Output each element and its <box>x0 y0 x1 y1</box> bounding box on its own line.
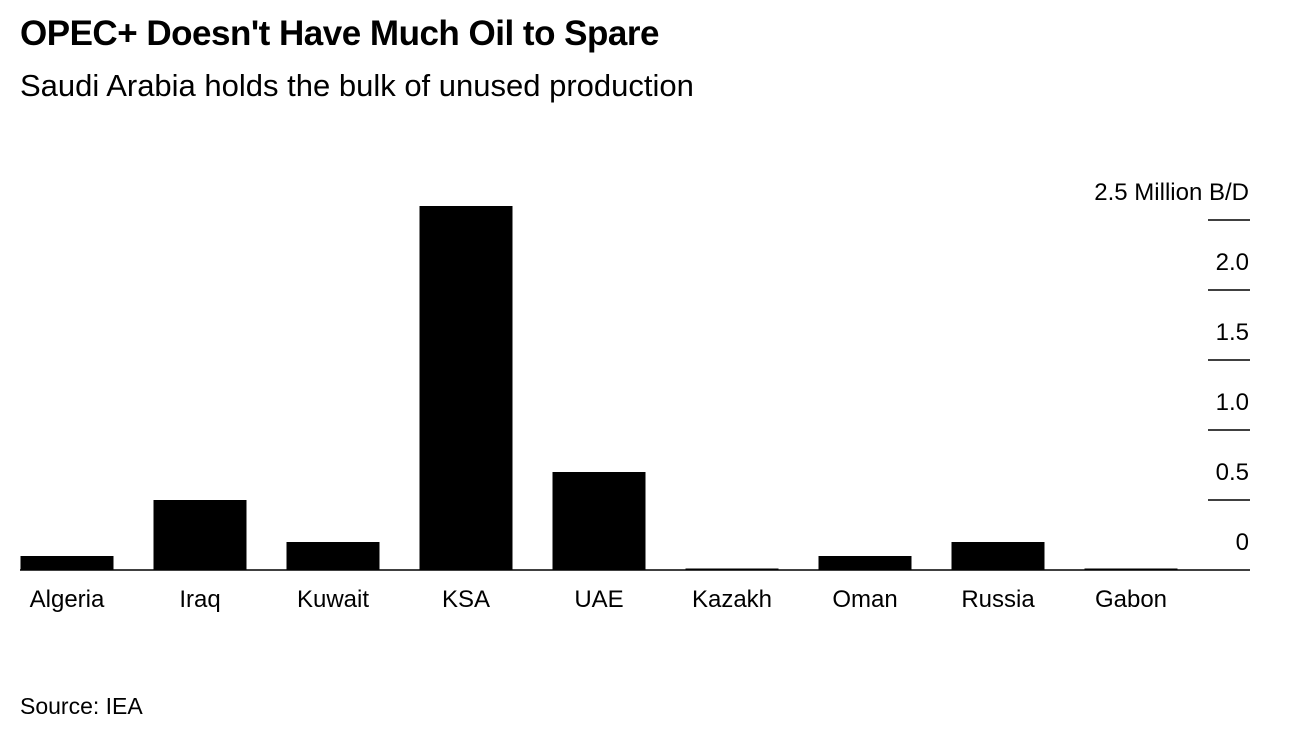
y-tick-label: 2.0 <box>1216 249 1249 276</box>
bar-oman <box>818 556 912 570</box>
bar-kuwait <box>286 542 380 570</box>
chart-title: OPEC+ Doesn't Have Much Oil to Spare <box>20 14 659 53</box>
x-axis: Algeria Iraq Kuwait KSA UAE Kazakh Oman Russia G… <box>20 569 1250 613</box>
source-note: Source: IEA <box>20 693 143 719</box>
bar-russia <box>951 542 1045 570</box>
x-tick-label: Kuwait <box>297 586 369 613</box>
bars-group <box>20 206 1178 570</box>
chart-subtitle: Saudi Arabia holds the bulk of unused pr… <box>20 68 694 103</box>
bar-iraq <box>153 500 247 570</box>
bar-ksa <box>419 206 513 570</box>
y-tick-label: 2.5 Million B/D <box>1094 179 1249 206</box>
x-tick-label: Oman <box>832 586 897 613</box>
x-tick-label: UAE <box>574 586 623 613</box>
bar-algeria <box>20 556 114 570</box>
y-tick-label: 1.0 <box>1216 389 1249 416</box>
x-tick-label: Iraq <box>179 586 220 613</box>
x-tick-label: Algeria <box>30 586 105 613</box>
y-tick-label: 0 <box>1236 529 1249 556</box>
y-tick-label: 1.5 <box>1216 319 1249 346</box>
y-tick-label: 0.5 <box>1216 459 1249 486</box>
x-tick-label: Kazakh <box>692 586 772 613</box>
y-axis: 0 0.5 1.0 1.5 2.0 2.5 Million B/D <box>1094 179 1250 556</box>
x-tick-label: Russia <box>961 586 1035 613</box>
x-tick-label: Gabon <box>1095 586 1167 613</box>
x-tick-label: KSA <box>442 586 490 613</box>
bar-uae <box>552 472 646 570</box>
